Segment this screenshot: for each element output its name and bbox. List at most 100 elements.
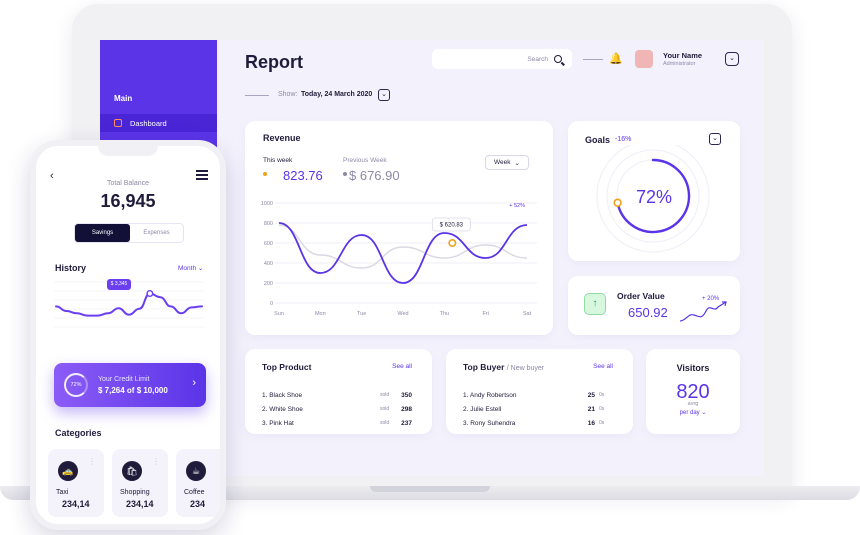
order-value-delta: + 20% — [702, 296, 720, 302]
growth-badge: + 52% — [509, 203, 525, 209]
buyer-count: 25 — [587, 391, 595, 399]
legend-dot-prev-week — [343, 172, 347, 176]
list-item[interactable]: 1. Black Shoe sold 350 — [262, 390, 412, 400]
more-icon[interactable]: ⋮ — [152, 457, 160, 466]
category-card-coffee[interactable]: ☕ Coffee 234 — [176, 449, 220, 517]
savings-expenses-toggle: Savings Expenses — [74, 223, 184, 243]
more-icon[interactable]: ⋮ — [88, 457, 96, 466]
x-tick-label: Tue — [357, 311, 366, 317]
top-buyer-title: Top Buyer / New buyer — [463, 362, 544, 372]
x-tick-label: Thu — [440, 311, 449, 317]
user-name: Your Name — [663, 51, 703, 60]
goals-title: Goals — [585, 135, 611, 145]
see-all-link[interactable]: See all — [593, 363, 613, 370]
goals-progress-knob — [613, 198, 622, 207]
visitors-period-label: per day — [679, 410, 700, 416]
bell-icon[interactable]: 🔔 — [609, 53, 623, 65]
see-all-link[interactable]: See all — [392, 363, 412, 370]
history-marker — [146, 290, 154, 298]
y-tick-label: 1000 — [261, 201, 273, 207]
visitors-title: Visitors — [676, 363, 710, 373]
category-name: Coffee — [184, 489, 205, 496]
category-card-shopping[interactable]: 🛍 ⋮ Shopping 234,14 — [112, 449, 168, 517]
balance-label: Total Balance — [106, 180, 150, 187]
search-input[interactable]: Search — [432, 49, 572, 69]
categories-title: Categories — [55, 428, 102, 438]
category-card-taxi[interactable]: 🚕 ⋮ Taxi 234,14 — [48, 449, 104, 517]
list-item[interactable]: 2. Julie Estell 21 0s — [463, 404, 613, 414]
goals-progress-ring — [596, 145, 710, 253]
user-menu-button[interactable]: ⌄ — [725, 52, 739, 66]
goals-progress-arc — [616, 158, 691, 234]
history-tooltip: $ 3,345 — [107, 279, 131, 290]
divider — [583, 59, 603, 60]
goals-percent: 72% — [635, 187, 673, 207]
avatar[interactable] — [635, 50, 653, 68]
series-line-prev-week — [278, 224, 528, 269]
tab-expenses[interactable]: Expenses — [143, 230, 170, 236]
chevron-down-icon: ⌄ — [729, 55, 735, 62]
visitors-value: 820 — [676, 381, 710, 403]
list-item[interactable]: 3. Pink Hat sold 237 — [262, 418, 412, 428]
chevron-down-icon: ⌄ — [197, 265, 204, 272]
x-tick-label: Mon — [315, 311, 326, 317]
laptop-notch — [370, 486, 490, 492]
highlight-marker — [448, 238, 457, 247]
chevron-right-icon: › — [192, 377, 196, 389]
chart-tooltip-box — [431, 217, 471, 232]
back-arrow-icon[interactable]: ‹ — [50, 170, 54, 182]
history-period-dropdown[interactable]: Month ⌄ — [178, 264, 203, 272]
y-tick-label: 200 — [264, 281, 273, 287]
grid-icon — [114, 119, 122, 127]
order-value-title: Order Value — [617, 291, 665, 301]
visitors-period-dropdown[interactable]: per day ⌄ — [646, 409, 740, 416]
chevron-down-icon: ⌄ — [381, 91, 387, 98]
product-name: 2. White Shoe — [262, 405, 303, 413]
list-item[interactable]: 2. White Shoe sold 298 — [262, 404, 412, 414]
page-title: Report — [245, 52, 303, 72]
product-name: 3. Pink Hat — [262, 419, 294, 427]
goals-delta: -16% — [615, 136, 632, 143]
revenue-title: Revenue — [263, 133, 301, 143]
product-unit: sold — [380, 392, 390, 398]
balance-value: 16,945 — [100, 191, 156, 211]
goals-dropdown-button[interactable]: ⌄ — [709, 133, 721, 145]
product-unit: sold — [380, 406, 390, 412]
date-value: Today, 24 March 2020 — [301, 91, 373, 98]
prev-week-value: $ 676.90 — [349, 168, 400, 183]
period-dropdown[interactable]: Week ⌄ — [485, 155, 529, 170]
top-buyer-subtitle: / New buyer — [506, 365, 545, 372]
show-label: Show: — [278, 91, 298, 98]
buyer-name: 1. Andy Robertson — [463, 391, 517, 399]
credit-limit-card[interactable]: 72% Your Credit Limit $ 7,264 of $ 10,00… — [54, 363, 206, 407]
date-dropdown-button[interactable]: ⌄ — [378, 89, 390, 101]
tab-savings[interactable]: Savings — [75, 224, 130, 242]
history-period-label: Month — [178, 265, 197, 272]
y-tick-label: 600 — [264, 241, 273, 247]
x-tick-label: Fri — [482, 311, 488, 317]
buyer-name: 3. Rony Suhendra — [463, 419, 516, 427]
sparkline-path — [679, 301, 727, 322]
chevron-down-icon: ⌄ — [701, 410, 707, 416]
goals-ring-guide — [606, 149, 700, 243]
sidebar-heading: Main — [114, 94, 133, 103]
goals-ring-guide — [596, 145, 710, 253]
history-line — [55, 292, 203, 317]
y-tick-label: 400 — [264, 261, 273, 267]
shopping-bag-icon: 🛍 — [122, 461, 142, 481]
search-icon[interactable] — [554, 55, 562, 63]
buyer-unit: 0s — [599, 420, 605, 426]
chevron-down-icon: ⌄ — [514, 159, 520, 167]
sidebar-item-label: Dashboard — [130, 118, 167, 128]
list-item[interactable]: 3. Rony Suhendra 16 0s — [463, 418, 613, 428]
coffee-icon: ☕ — [186, 461, 206, 481]
filter-icon[interactable] — [196, 170, 208, 180]
visitors-card: Visitors 820 avrg per day ⌄ — [646, 349, 740, 434]
list-item[interactable]: 1. Andy Robertson 25 0s — [463, 390, 613, 400]
visitors-avg-label: avrg — [687, 401, 699, 407]
top-product-title: Top Product — [262, 362, 312, 372]
buyer-name: 2. Julie Estell — [463, 405, 502, 413]
period-label: Week — [494, 159, 511, 166]
sidebar-item-dashboard[interactable]: Dashboard — [100, 114, 217, 132]
